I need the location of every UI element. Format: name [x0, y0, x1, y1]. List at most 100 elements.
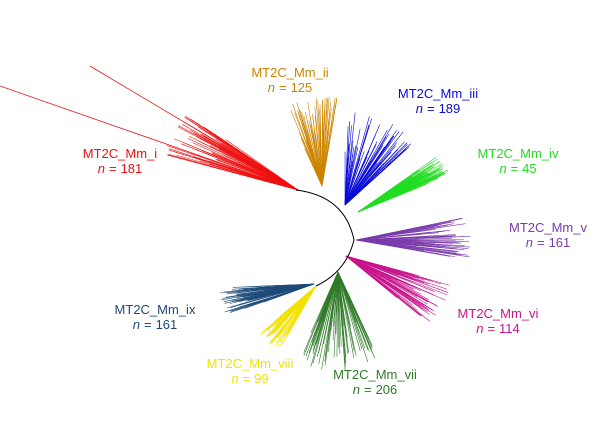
- branch: [344, 125, 352, 206]
- branch: [345, 255, 428, 305]
- branch: [345, 255, 417, 288]
- clade-name: MT2C_Mm_iv: [478, 146, 559, 161]
- branch: [304, 148, 323, 187]
- branch: [337, 271, 349, 353]
- clade-name: MT2C_Mm_i: [83, 146, 158, 161]
- branch: [337, 271, 347, 358]
- count-symbol: n: [98, 161, 105, 176]
- branch: [344, 160, 353, 206]
- count-sign: =: [511, 161, 519, 176]
- branch: [345, 255, 413, 290]
- branch: [337, 271, 361, 352]
- count-symbol: n: [476, 321, 483, 336]
- branch: [321, 104, 326, 187]
- branch: [337, 271, 355, 352]
- clade-name: MT2C_Mm_iii: [398, 86, 478, 101]
- clade-count: n = 45: [499, 161, 536, 176]
- branch: [344, 131, 404, 206]
- branch: [345, 255, 450, 286]
- branch: [344, 162, 385, 206]
- branch: [332, 271, 339, 341]
- branch: [236, 161, 299, 191]
- branch: [305, 140, 323, 187]
- branch: [344, 162, 382, 206]
- branch: [222, 141, 299, 191]
- branch: [168, 149, 299, 191]
- branch: [345, 255, 433, 311]
- branch: [296, 102, 323, 187]
- count-symbol: n: [231, 371, 238, 386]
- branch: [274, 285, 317, 322]
- backbone: [295, 189, 355, 287]
- count-value: 206: [376, 382, 398, 397]
- branch: [319, 109, 323, 187]
- count-value: 99: [254, 371, 268, 386]
- branch: [344, 124, 380, 206]
- branch: [299, 132, 323, 187]
- branch: [355, 224, 448, 241]
- count-value: 45: [522, 161, 536, 176]
- branch: [355, 239, 451, 257]
- count-value: 114: [499, 321, 520, 336]
- branch: [355, 239, 465, 246]
- branch: [227, 283, 315, 293]
- branch: [344, 162, 392, 206]
- long-branch: [0, 85, 299, 191]
- clade-count: n = 114: [476, 321, 520, 336]
- branch: [316, 271, 339, 324]
- clade-count: n = 189: [416, 101, 461, 116]
- branch: [314, 106, 323, 187]
- branch: [357, 168, 423, 213]
- branch: [345, 255, 429, 300]
- branch: [355, 221, 455, 241]
- branch: [344, 147, 359, 206]
- branch: [323, 271, 339, 345]
- clade-count: n = 99: [231, 371, 268, 386]
- count-sign: =: [144, 317, 152, 332]
- count-sign: =: [279, 80, 287, 95]
- count-value: 189: [439, 101, 461, 116]
- count-symbol: n: [268, 80, 275, 95]
- branch: [176, 154, 299, 191]
- clade-name: MT2C_Mm_vii: [333, 367, 417, 382]
- branch: [335, 271, 339, 334]
- branch: [345, 255, 418, 311]
- branch: [344, 155, 349, 206]
- branch: [344, 116, 370, 206]
- branch: [344, 140, 354, 206]
- branch: [337, 271, 346, 371]
- branch: [344, 157, 368, 206]
- count-value: 161: [549, 235, 571, 250]
- branch: [309, 116, 323, 187]
- branch: [282, 285, 317, 334]
- clade-count: n = 125: [268, 80, 313, 95]
- branch: [345, 255, 424, 310]
- branch: [345, 255, 428, 303]
- branch: [344, 124, 394, 206]
- branch: [344, 140, 391, 206]
- branch: [245, 283, 315, 290]
- clade-count: n = 161: [133, 317, 178, 332]
- count-sign: =: [537, 235, 545, 250]
- branch: [355, 236, 430, 241]
- branch: [344, 145, 383, 206]
- branch: [344, 163, 361, 206]
- count-symbol: n: [526, 235, 533, 250]
- count-value: 125: [291, 80, 313, 95]
- branch: [357, 187, 418, 213]
- branch: [316, 271, 339, 358]
- clade-name: MT2C_Mm_v: [509, 220, 588, 235]
- branch: [345, 255, 422, 317]
- count-value: 161: [156, 317, 178, 332]
- branch: [355, 239, 457, 254]
- branch: [357, 174, 441, 213]
- branch: [236, 283, 315, 295]
- branch: [278, 285, 317, 348]
- branches: [0, 65, 471, 371]
- branch: [213, 133, 299, 191]
- branch: [355, 239, 458, 250]
- branch: [223, 283, 315, 302]
- branch: [189, 136, 299, 191]
- branch: [190, 129, 299, 191]
